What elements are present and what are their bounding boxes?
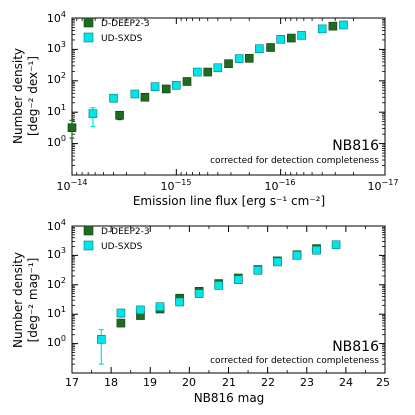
top-x-tick-label: 10−16 (265, 178, 296, 193)
top-y-axis-label-line1: Number density (11, 48, 25, 144)
top-legend-label-d-deep2-3: D-DEEP2-3 (101, 19, 150, 29)
bottom-x-tick-label: 22 (261, 376, 275, 389)
data-point-d-deep2-3 (203, 67, 213, 77)
data-point-ud-sxds (234, 54, 244, 63)
top-annotation-title: NB816 (332, 138, 379, 154)
bottom-x-tick-label: 20 (182, 376, 196, 389)
data-point-d-deep2-3 (67, 123, 77, 133)
data-point-ud-sxds (97, 335, 106, 344)
data-point-ud-sxds (136, 305, 145, 315)
data-point-ud-sxds (276, 34, 285, 44)
data-point-ud-sxds (292, 251, 302, 260)
top-x-tick-label: 10−14 (57, 178, 88, 193)
data-point-ud-sxds (213, 63, 223, 73)
top-x-tick-labels: 10−14 10−15 10−16 10−17 (57, 178, 399, 193)
bottom-x-tick-label: 23 (300, 376, 314, 389)
bottom-y-tick-labels: 100 101 102 103 104 (47, 218, 66, 349)
bottom-y-tick-label: 103 (47, 246, 66, 261)
data-point-ud-sxds (253, 266, 263, 275)
data-point-ud-sxds (255, 44, 264, 54)
bottom-x-tick-labels: 17 18 19 20 21 22 23 24 25 (65, 376, 390, 389)
top-data-points (67, 20, 348, 139)
bottom-panel: 100 101 102 103 104 17 18 19 20 21 22 23… (11, 218, 390, 405)
data-point-ud-sxds (155, 302, 165, 311)
data-point-d-deep2-3 (287, 33, 296, 43)
top-panel: 100 101 102 103 104 10−14 10−15 10−16 10… (11, 10, 398, 208)
data-point-d-deep2-3 (328, 21, 338, 31)
data-point-d-deep2-3 (182, 77, 192, 86)
bottom-x-axis-label: NB816 mag (194, 391, 265, 405)
bottom-legend: D-DEEP2-3 UD-SXDS (83, 225, 150, 252)
data-point-d-deep2-3 (266, 43, 275, 52)
data-point-d-deep2-3 (244, 54, 254, 63)
bottom-x-tick-label: 18 (104, 376, 118, 389)
bottom-x-tick-label: 19 (143, 376, 157, 389)
data-point-ud-sxds (175, 297, 184, 307)
top-y-tick-label: 104 (47, 10, 66, 25)
data-point-ud-sxds (312, 245, 321, 255)
data-point-ud-sxds (192, 67, 202, 77)
data-point-ud-sxds (194, 289, 204, 298)
top-y-tick-label: 103 (47, 40, 66, 55)
bottom-legend-label-d-deep2-3: D-DEEP2-3 (101, 227, 150, 237)
bottom-legend-marker-ud-sxds (83, 240, 94, 251)
bottom-y-axis-label-line2: [deg⁻² mag⁻¹] (26, 258, 40, 343)
top-x-tick-label: 10−17 (368, 178, 399, 193)
bottom-y-tick-label: 101 (47, 305, 66, 320)
bottom-x-tick-label: 17 (65, 376, 79, 389)
bottom-y-axis-label-line1: Number density (11, 252, 25, 348)
top-legend: D-DEEP2-3 UD-SXDS (83, 17, 150, 44)
bottom-x-tick-label: 21 (222, 376, 236, 389)
top-y-tick-label: 102 (47, 71, 66, 86)
data-point-ud-sxds (109, 93, 118, 103)
bottom-plot-frame (71, 225, 386, 374)
data-point-ud-sxds (233, 275, 243, 284)
data-point-d-deep2-3 (140, 92, 150, 102)
bottom-y-tick-label: 100 (47, 334, 66, 349)
top-legend-label-ud-sxds: UD-SXDS (101, 34, 143, 44)
data-point-ud-sxds (214, 281, 224, 290)
top-y-tick-label: 100 (47, 134, 66, 149)
data-point-d-deep2-3 (115, 110, 124, 120)
data-point-ud-sxds (317, 24, 327, 34)
data-point-ud-sxds (130, 89, 140, 99)
data-point-ud-sxds (88, 109, 98, 118)
top-x-axis-label: Emission line flux [erg s⁻¹ cm⁻²] (133, 194, 325, 208)
bottom-y-tick-label: 102 (47, 276, 66, 291)
top-y-axis-label-line2: [deg⁻² dex⁻¹] (26, 56, 40, 136)
data-point-ud-sxds (273, 257, 282, 267)
bottom-legend-label-ud-sxds: UD-SXDS (101, 242, 143, 252)
data-point-ud-sxds (339, 20, 348, 30)
top-plot-frame (71, 17, 386, 176)
bottom-x-tick-label: 25 (376, 376, 390, 389)
bottom-x-tick-label: 24 (339, 376, 353, 389)
top-annotation-subtitle: corrected for detection completeness (210, 156, 379, 166)
data-point-ud-sxds (150, 82, 160, 91)
data-point-ud-sxds (172, 80, 181, 90)
bottom-annotation-title: NB816 (332, 339, 379, 355)
data-point-d-deep2-3 (116, 318, 126, 328)
data-point-ud-sxds (331, 240, 341, 250)
data-point-ud-sxds (297, 31, 306, 40)
data-point-d-deep2-3 (224, 59, 233, 69)
top-legend-marker-ud-sxds (83, 32, 94, 43)
bottom-data-points (97, 240, 341, 365)
bottom-y-tick-label: 104 (47, 218, 66, 233)
data-point-d-deep2-3 (161, 84, 171, 94)
bottom-legend-marker-d-deep2-3 (83, 225, 94, 236)
top-y-tick-labels: 100 101 102 103 104 (47, 10, 66, 149)
top-y-tick-label: 101 (47, 103, 66, 118)
data-point-ud-sxds (116, 308, 126, 318)
top-x-tick-label: 10−15 (161, 178, 192, 193)
top-legend-marker-d-deep2-3 (83, 17, 94, 28)
bottom-annotation-subtitle: corrected for detection completeness (210, 356, 379, 366)
